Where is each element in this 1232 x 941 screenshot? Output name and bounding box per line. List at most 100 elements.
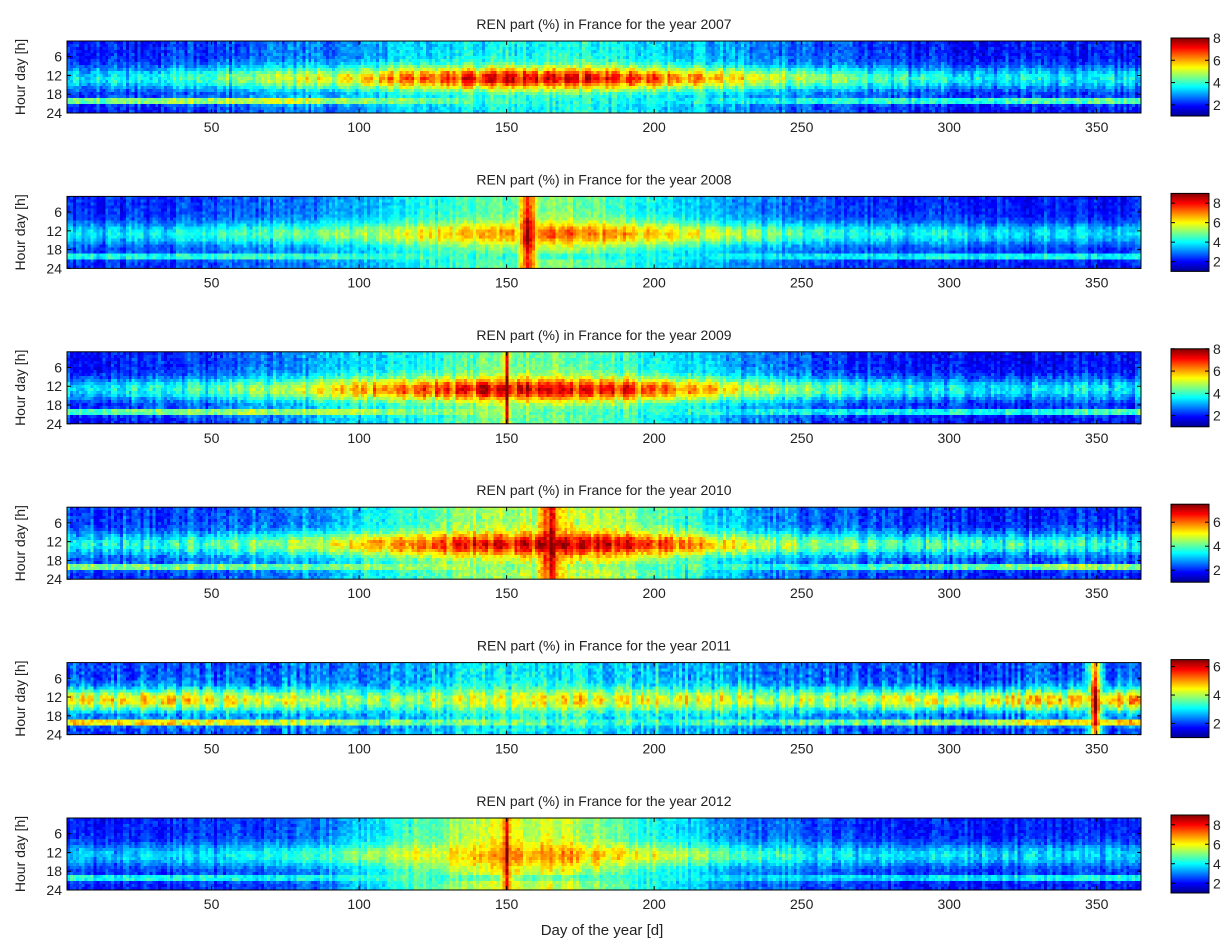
x-tick-label: 200 [642, 741, 666, 757]
x-tick-label: 350 [1085, 430, 1109, 446]
panel-title: REN part (%) in France for the year 2010 [476, 482, 731, 498]
y-tick-label: 18 [46, 863, 62, 879]
panel-title: REN part (%) in France for the year 2009 [476, 327, 731, 343]
x-tick-label: 150 [495, 119, 519, 135]
x-tick-label: 250 [790, 585, 814, 601]
x-tick-label: 150 [495, 741, 519, 757]
colorbar-tick-label: 4 [1213, 856, 1221, 872]
y-tick-label: 12 [46, 844, 62, 860]
colorbar-tick-label: 8 [1213, 30, 1221, 46]
y-axis-label: Hour day [h] [12, 660, 28, 736]
colorbar [1170, 192, 1210, 272]
x-tick-label: 200 [642, 119, 666, 135]
y-tick-label: 24 [46, 416, 62, 432]
colorbar [1170, 503, 1210, 583]
x-tick-label: 300 [938, 896, 962, 912]
x-tick-label: 350 [1085, 896, 1109, 912]
x-tick-label: 250 [790, 896, 814, 912]
x-tick-label: 100 [347, 585, 371, 601]
y-tick-label: 6 [54, 359, 62, 375]
x-tick-label: 350 [1085, 274, 1109, 290]
x-tick-label: 150 [495, 274, 519, 290]
x-tick-label: 250 [790, 119, 814, 135]
colorbar-tick-label: 6 [1213, 514, 1221, 530]
panel-title: REN part (%) in France for the year 2011 [477, 638, 731, 654]
heatmap-panel-2012: REN part (%) in France for the year 2012… [12, 793, 1221, 912]
y-axis-label: Hour day [h] [12, 194, 28, 270]
plot-frame [66, 195, 1142, 269]
y-tick-label: 24 [46, 727, 62, 743]
y-tick-label: 6 [54, 49, 62, 65]
y-tick-label: 24 [46, 260, 62, 276]
colorbar-tick-label: 2 [1213, 97, 1221, 113]
y-axis-label: Hour day [h] [12, 505, 28, 581]
heatmap-panel-2009: REN part (%) in France for the year 2009… [12, 327, 1221, 446]
colorbar [1170, 348, 1210, 428]
heatmap-cells [67, 818, 1141, 890]
colorbar-tick-label: 8 [1213, 817, 1221, 833]
colorbar-tick-label: 6 [1213, 215, 1221, 231]
colorbar [1170, 37, 1210, 117]
heatmap-panel-2007: REN part (%) in France for the year 2007… [12, 16, 1221, 135]
y-tick-label: 12 [46, 378, 62, 394]
y-tick-label: 18 [46, 708, 62, 724]
x-tick-label: 150 [495, 430, 519, 446]
heatmap-panels: REN part (%) in France for the year 2007… [12, 16, 1221, 912]
x-tick-label: 200 [642, 430, 666, 446]
x-tick-label: 100 [347, 430, 371, 446]
x-tick-label: 150 [495, 585, 519, 601]
y-tick-label: 24 [46, 571, 62, 587]
colorbar-tick-label: 2 [1213, 715, 1221, 731]
panel-title: REN part (%) in France for the year 2008 [476, 171, 731, 187]
x-tick-label: 200 [642, 274, 666, 290]
plot-frame [66, 40, 1142, 114]
x-axis-label: Day of the year [d] [541, 922, 664, 939]
heatmap-cells [67, 41, 1141, 113]
x-tick-label: 300 [938, 741, 962, 757]
y-axis-label: Hour day [h] [12, 39, 28, 115]
colorbar-tick-label: 2 [1213, 254, 1221, 270]
x-tick-label: 50 [204, 896, 220, 912]
x-tick-label: 50 [204, 585, 220, 601]
y-tick-label: 24 [46, 105, 62, 121]
x-tick-label: 300 [938, 430, 962, 446]
heatmap-panel-2010: REN part (%) in France for the year 2010… [12, 482, 1221, 601]
x-tick-label: 300 [938, 119, 962, 135]
colorbar-tick-label: 8 [1213, 341, 1221, 357]
y-tick-label: 18 [46, 242, 62, 258]
colorbar [1170, 659, 1210, 739]
x-tick-label: 250 [790, 741, 814, 757]
x-tick-label: 350 [1085, 119, 1109, 135]
y-axis-label: Hour day [h] [12, 816, 28, 892]
y-tick-label: 18 [46, 552, 62, 568]
y-tick-label: 18 [46, 86, 62, 102]
y-tick-label: 12 [46, 534, 62, 550]
colorbar-tick-label: 4 [1213, 75, 1221, 91]
y-tick-label: 6 [54, 204, 62, 220]
x-tick-label: 250 [790, 430, 814, 446]
y-tick-label: 12 [46, 67, 62, 83]
heatmap-panel-2008: REN part (%) in France for the year 2008… [12, 171, 1221, 290]
heatmap-cells [67, 351, 1141, 424]
panel-title: REN part (%) in France for the year 2012 [476, 793, 731, 809]
y-tick-label: 12 [46, 223, 62, 239]
colorbar-tick-label: 2 [1213, 408, 1221, 424]
heatmap-panel-2011: REN part (%) in France for the year 2011… [12, 638, 1221, 757]
y-tick-label: 24 [46, 882, 62, 898]
plot-frame [66, 351, 1142, 425]
panel-title: REN part (%) in France for the year 2007 [476, 16, 731, 32]
x-tick-label: 100 [347, 896, 371, 912]
heatmap-cells [67, 662, 1141, 735]
colorbar-tick-label: 4 [1213, 234, 1221, 250]
x-tick-label: 300 [938, 274, 962, 290]
colorbar-tick-label: 2 [1213, 562, 1221, 578]
x-tick-label: 350 [1085, 585, 1109, 601]
x-tick-label: 150 [495, 896, 519, 912]
colorbar-tick-label: 4 [1213, 385, 1221, 401]
colorbar-tick-label: 6 [1213, 363, 1221, 379]
plot-frame [66, 506, 1142, 580]
colorbar [1170, 814, 1210, 894]
x-tick-label: 350 [1085, 741, 1109, 757]
x-tick-label: 100 [347, 741, 371, 757]
